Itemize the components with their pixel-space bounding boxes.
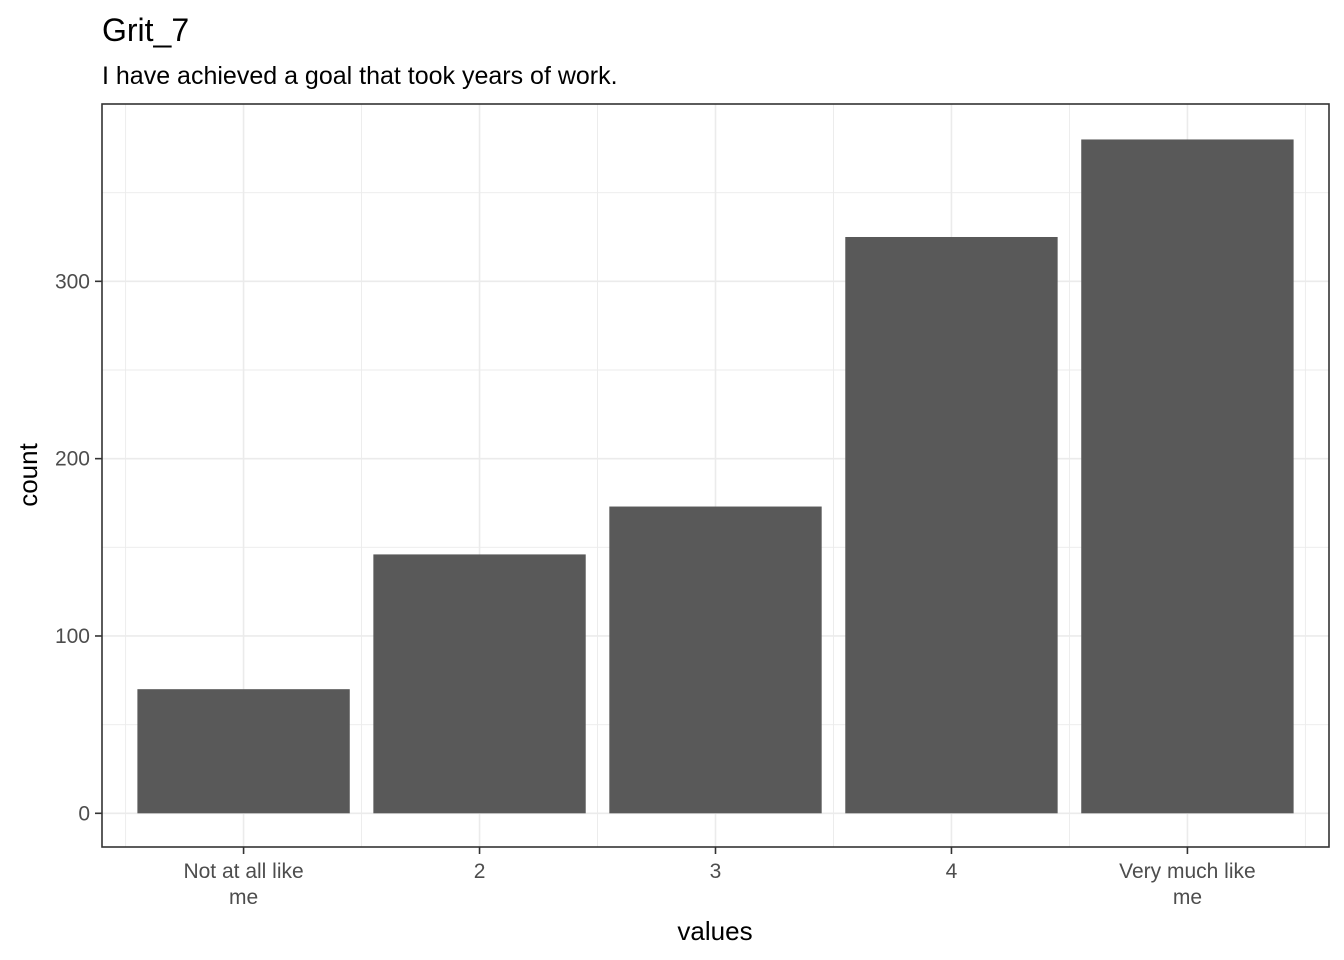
chart-title: Grit_7 [102, 12, 189, 48]
x-tick-label: Very much like [1119, 860, 1256, 883]
bars [137, 139, 1294, 814]
y-tick-label: 300 [55, 270, 90, 293]
y-axis-title: count [13, 442, 43, 506]
x-tick-label: 4 [946, 860, 958, 883]
y-tick-label: 200 [55, 448, 90, 471]
bar [373, 554, 586, 814]
y-axis: 0 100 200 300 [55, 270, 102, 825]
x-tick-label: 2 [474, 860, 486, 883]
chart-subtitle: I have achieved a goal that took years o… [102, 62, 618, 90]
bar [137, 689, 350, 814]
x-tick-label: 3 [710, 860, 722, 883]
bar [609, 506, 822, 814]
bar [845, 236, 1058, 814]
x-axis-title: values [677, 916, 752, 946]
x-tick-label: me [229, 886, 258, 909]
x-axis: Not at all like me 2 3 4 Very much like me [183, 847, 1256, 909]
x-tick-label: Not at all like [183, 860, 303, 883]
y-tick-label: 100 [55, 625, 90, 648]
x-tick-label: me [1173, 886, 1202, 909]
y-tick-label: 0 [78, 802, 90, 825]
bar [1081, 139, 1294, 814]
